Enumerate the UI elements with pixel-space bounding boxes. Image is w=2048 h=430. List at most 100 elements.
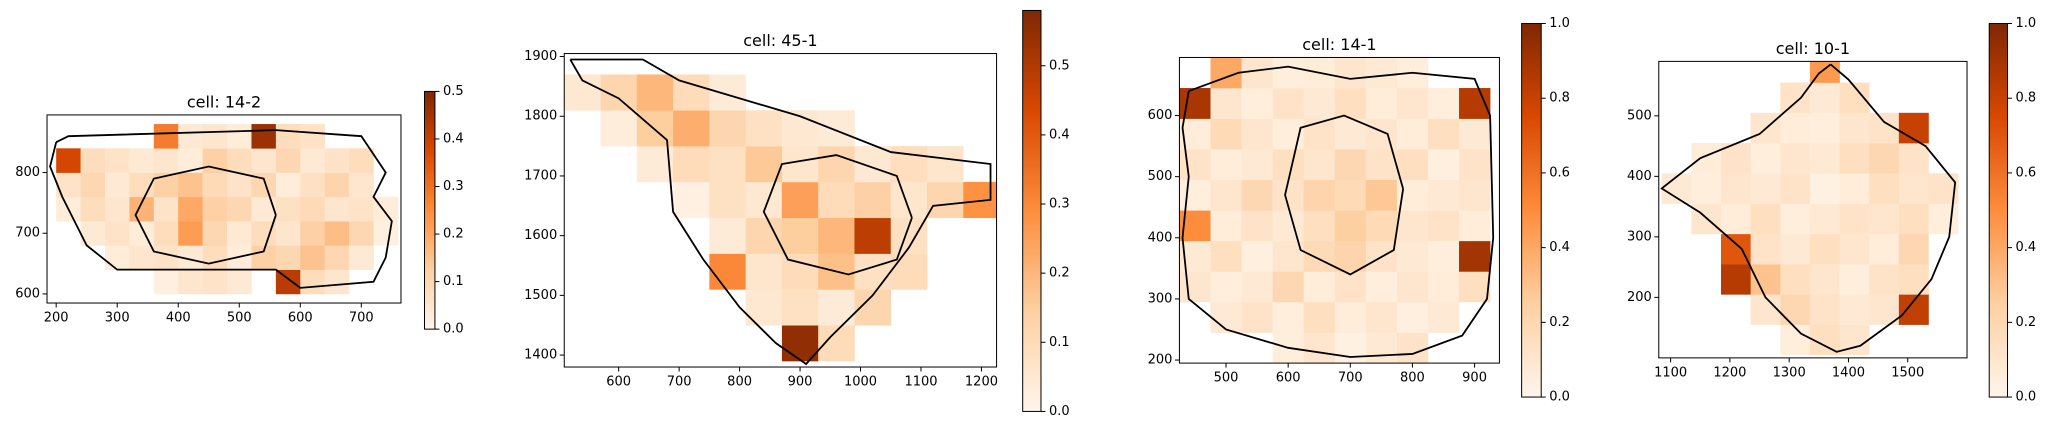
heat-cell — [1334, 332, 1367, 364]
heat-cell — [709, 74, 746, 111]
heat-cell — [324, 221, 350, 246]
heat-cell — [1928, 203, 1959, 235]
colorbar-tick-label: 0.0 — [443, 322, 464, 337]
heat-cell — [104, 245, 130, 270]
heat-cell — [1334, 210, 1367, 242]
heat-cell — [1809, 112, 1840, 144]
heat-cell — [1179, 179, 1211, 211]
heat-cell — [1780, 82, 1811, 114]
heat-cell — [202, 196, 228, 222]
x-tick-label: 1300 — [1773, 365, 1806, 380]
heat-cell — [781, 146, 819, 183]
heat-cell — [275, 148, 301, 173]
cell-outline — [49, 129, 393, 289]
colorbar-tick-label: 0.1 — [443, 274, 464, 289]
plot-area — [564, 58, 997, 366]
heat-cell — [1365, 332, 1398, 364]
heat-cell — [1365, 118, 1398, 150]
heat-cell — [1334, 88, 1367, 119]
y-tick-label: 500 — [1148, 169, 1173, 184]
x-tick-label: 1100 — [904, 375, 937, 390]
heat-cell — [275, 245, 301, 270]
colorbar-tick-label: 0.3 — [1049, 197, 1070, 212]
heat-cell — [153, 196, 179, 222]
heat-cell — [1241, 179, 1273, 211]
colorbar-tick-label: 0.5 — [443, 84, 464, 99]
colorbar-tick-label: 0.4 — [2016, 240, 2037, 255]
heat-cell — [1780, 233, 1811, 265]
heat-cell — [636, 74, 674, 111]
heat-cell — [1869, 264, 1900, 295]
x-tick-label: 1200 — [965, 375, 998, 390]
heat-cell — [1427, 301, 1460, 333]
heat-cell — [1427, 179, 1460, 211]
heat-cell — [745, 146, 783, 183]
nucleus-outline — [134, 165, 277, 265]
heat-cell — [104, 148, 130, 173]
axes-frame — [1658, 60, 1968, 359]
colorbar-tick-label: 0.3 — [443, 179, 464, 194]
heat-cell — [709, 181, 746, 219]
heat-cell — [1303, 271, 1336, 303]
heat-cell — [709, 217, 746, 254]
y-tick-label: 400 — [1627, 169, 1652, 184]
heat-cell — [1750, 173, 1781, 204]
heat-cell — [104, 196, 130, 222]
heat-cell — [1898, 173, 1929, 204]
heat-cell — [1272, 271, 1305, 303]
x-tick-label: 900 — [788, 375, 813, 390]
heat-cell — [275, 124, 301, 149]
heat-cell — [153, 245, 179, 270]
heat-cell — [854, 181, 892, 219]
heat-cell — [1869, 173, 1900, 204]
y-tick-label: 400 — [1148, 230, 1173, 245]
heat-cell — [1334, 301, 1367, 333]
heat-cell — [1809, 143, 1840, 174]
heat-cell — [1303, 179, 1336, 211]
heat-cell — [673, 110, 710, 147]
heat-cell — [1898, 143, 1929, 174]
heat-cell — [349, 148, 374, 173]
colorbar-tick-label: 0.8 — [2016, 91, 2037, 106]
heat-cell — [300, 172, 325, 198]
plot-area — [1179, 57, 1495, 364]
colorbar — [1988, 23, 2009, 398]
heat-cell — [1780, 143, 1811, 174]
heat-cell — [349, 172, 374, 198]
heat-cell — [300, 148, 325, 173]
colorbar-tick-label: 0.4 — [1049, 127, 1070, 142]
heat-cell — [80, 196, 106, 222]
heat-cell — [178, 172, 203, 198]
heat-cell — [1839, 233, 1870, 265]
heat-cell — [1869, 203, 1900, 235]
heat-cell — [80, 148, 106, 173]
heat-cell — [1396, 240, 1429, 272]
x-tick-label: 300 — [105, 311, 130, 326]
heat-cell — [1210, 271, 1242, 303]
heat-cell — [1459, 118, 1491, 150]
x-tick-label: 1200 — [1713, 365, 1746, 380]
panel: 200 300 400 500 600 700 600 700 800 cell: 14-2 0.0… — [15, 84, 463, 337]
heat-cell — [1179, 149, 1211, 181]
x-tick-label: 500 — [1214, 371, 1239, 386]
heat-cell — [275, 221, 301, 246]
heat-cell — [1210, 118, 1242, 150]
colorbar-tick-label: 0.1 — [1049, 335, 1070, 350]
heat-cell — [1303, 210, 1336, 242]
colorbar-tick-label: 0.8 — [1549, 91, 1570, 106]
heat-cell — [1334, 240, 1367, 272]
heat-cell — [709, 253, 746, 290]
y-tick-label: 1700 — [524, 168, 557, 183]
heat-cell — [1334, 57, 1367, 89]
heat-cell — [178, 221, 203, 246]
heat-cell — [56, 148, 81, 173]
y-tick-label: 300 — [1148, 291, 1173, 306]
heat-cell — [927, 146, 964, 183]
heat-cell — [781, 217, 819, 254]
y-tick-label: 1500 — [524, 288, 557, 303]
heat-cell — [1750, 264, 1781, 295]
heat-cell — [324, 148, 350, 173]
heat-cell — [324, 196, 350, 222]
heat-cell — [1839, 112, 1870, 144]
heat-cell — [227, 172, 252, 198]
